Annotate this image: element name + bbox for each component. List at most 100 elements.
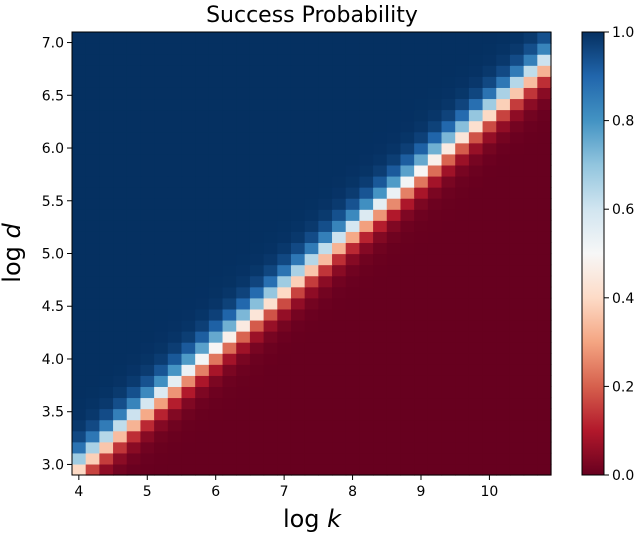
heatmap-cell — [113, 231, 128, 244]
heatmap-cell — [304, 231, 319, 244]
heatmap-cell — [222, 342, 237, 354]
heatmap-cell — [290, 120, 306, 133]
heatmap-cell — [263, 54, 278, 66]
heatmap-cell — [386, 142, 402, 155]
heatmap-cell — [332, 131, 347, 144]
heatmap-cell — [222, 408, 237, 421]
heatmap-cell — [523, 375, 538, 387]
heatmap-cell — [427, 120, 443, 133]
heatmap-cell — [208, 342, 224, 354]
heatmap-cell — [332, 375, 347, 387]
heatmap-cell — [455, 209, 470, 221]
heatmap-cell — [222, 175, 237, 188]
colorbar-tick-label: 0.0 — [612, 468, 634, 484]
heatmap-cell — [85, 231, 100, 244]
heatmap-cell — [181, 397, 196, 410]
heatmap-cell — [222, 286, 237, 299]
heatmap-cell — [482, 142, 497, 155]
heatmap-cell — [140, 452, 155, 465]
heatmap-cell — [332, 297, 347, 310]
heatmap-cell — [509, 153, 525, 166]
heatmap-cell — [140, 231, 155, 244]
heatmap-cell — [85, 397, 100, 410]
heatmap-cell — [181, 364, 196, 376]
heatmap-cell — [373, 342, 388, 354]
heatmap-cell — [290, 353, 306, 365]
heatmap-cell — [126, 319, 142, 332]
heatmap-cell — [468, 408, 484, 421]
heatmap-cell — [72, 54, 87, 66]
heatmap-cell — [126, 187, 142, 199]
heatmap-cell — [277, 397, 292, 410]
heatmap-cell — [181, 175, 196, 188]
heatmap-cell — [304, 131, 319, 144]
heatmap-cell — [496, 319, 511, 332]
heatmap-cell — [496, 297, 511, 310]
heatmap-cell — [386, 342, 402, 354]
heatmap-cell — [222, 142, 237, 155]
heatmap-cell — [167, 441, 183, 454]
heatmap-cell — [140, 342, 155, 354]
heatmap-cell — [195, 275, 210, 288]
heatmap-cell — [523, 253, 538, 266]
heatmap-cell — [509, 32, 525, 44]
heatmap-cell — [359, 463, 374, 476]
heatmap-cell — [290, 463, 306, 476]
heatmap-cell — [277, 253, 292, 266]
heatmap-cell — [290, 308, 306, 321]
heatmap-cell — [113, 253, 128, 266]
heatmap-cell — [263, 430, 278, 443]
heatmap-cell — [222, 187, 237, 199]
heatmap-cell — [126, 43, 142, 55]
heatmap-cell — [72, 463, 87, 476]
heatmap-cell — [181, 308, 196, 321]
heatmap-cell — [222, 209, 237, 221]
heatmap-cell — [482, 319, 497, 332]
heatmap-cell — [263, 375, 278, 387]
heatmap-cell — [140, 331, 155, 343]
heatmap-cell — [537, 441, 552, 454]
heatmap-cell — [359, 120, 374, 133]
heatmap-cell — [441, 54, 456, 66]
heatmap-cell — [195, 54, 210, 66]
heatmap-cell — [290, 231, 306, 244]
heatmap-cell — [140, 43, 155, 55]
heatmap-cell — [523, 131, 538, 144]
heatmap-cell — [304, 297, 319, 310]
heatmap-cell — [99, 164, 114, 177]
heatmap-cell — [167, 286, 183, 299]
heatmap-cell — [167, 353, 183, 365]
heatmap-cell — [113, 175, 128, 188]
heatmap-cell — [85, 408, 100, 421]
heatmap-cell — [318, 242, 333, 255]
heatmap-cell — [208, 109, 224, 122]
heatmap-cell — [359, 441, 374, 454]
heatmap-cell — [304, 43, 319, 55]
y-tick-label: 6.0 — [42, 141, 64, 157]
heatmap-cell — [181, 408, 196, 421]
heatmap-cell — [236, 231, 251, 244]
heatmap-cell — [523, 319, 538, 332]
heatmap-cell — [523, 87, 538, 100]
heatmap-cell — [332, 463, 347, 476]
heatmap-cell — [482, 375, 497, 387]
heatmap-cell — [455, 87, 470, 100]
heatmap-cell — [154, 319, 169, 332]
heatmap-cell — [509, 297, 525, 310]
heatmap-cell — [427, 441, 443, 454]
heatmap-cell — [400, 286, 415, 299]
heatmap-cell — [359, 408, 374, 421]
heatmap-cell — [208, 65, 224, 77]
heatmap-cell — [427, 275, 443, 288]
heatmap-cell — [427, 142, 443, 155]
heatmap-cell — [140, 419, 155, 432]
heatmap-cell — [441, 43, 456, 55]
heatmap-cell — [249, 142, 265, 155]
heatmap-cell — [400, 231, 415, 244]
heatmap-cell — [345, 275, 360, 288]
heatmap-cell — [99, 98, 114, 111]
heatmap-cell — [496, 109, 511, 122]
heatmap-cell — [236, 109, 251, 122]
heatmap-cell — [509, 452, 525, 465]
heatmap-cell — [195, 98, 210, 111]
